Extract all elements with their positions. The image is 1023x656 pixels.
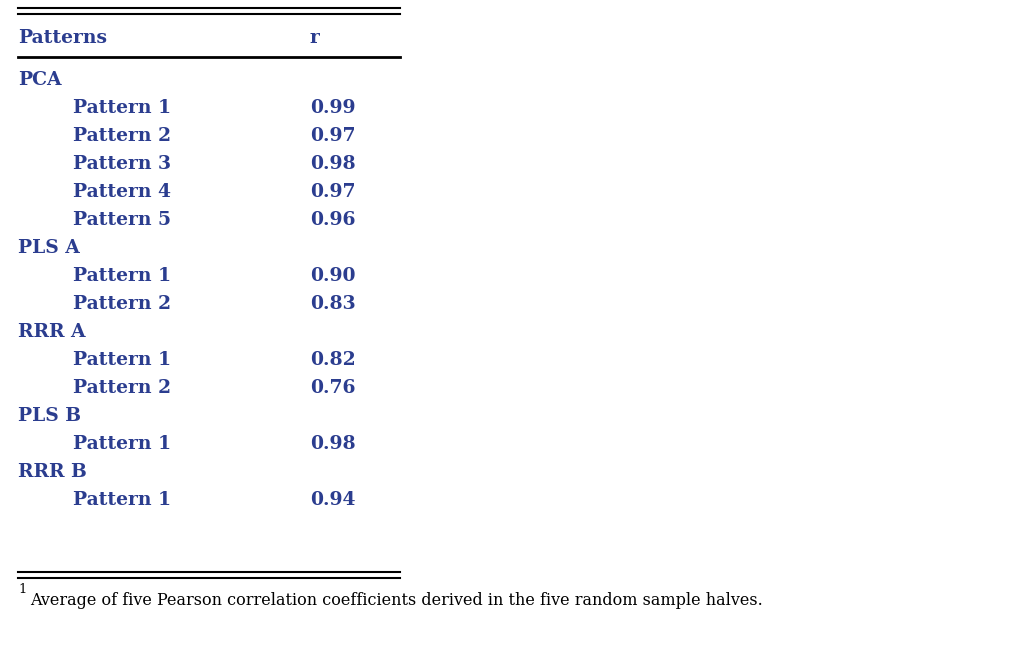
- Text: PLS A: PLS A: [18, 239, 80, 257]
- Text: 1: 1: [18, 583, 27, 596]
- Text: 0.82: 0.82: [310, 351, 356, 369]
- Text: Pattern 1: Pattern 1: [73, 351, 171, 369]
- Text: Pattern 5: Pattern 5: [73, 211, 171, 229]
- Text: r: r: [310, 29, 320, 47]
- Text: 0.94: 0.94: [310, 491, 356, 509]
- Text: 0.99: 0.99: [310, 99, 356, 117]
- Text: Patterns: Patterns: [18, 29, 107, 47]
- Text: 0.96: 0.96: [310, 211, 356, 229]
- Text: Pattern 2: Pattern 2: [73, 127, 171, 145]
- Text: 0.76: 0.76: [310, 379, 356, 397]
- Text: 0.98: 0.98: [310, 435, 356, 453]
- Text: 0.97: 0.97: [310, 183, 356, 201]
- Text: Pattern 1: Pattern 1: [73, 99, 171, 117]
- Text: Pattern 1: Pattern 1: [73, 491, 171, 509]
- Text: Average of five Pearson correlation coefficients derived in the five random samp: Average of five Pearson correlation coef…: [30, 592, 763, 609]
- Text: Pattern 2: Pattern 2: [73, 379, 171, 397]
- Text: RRR B: RRR B: [18, 463, 87, 481]
- Text: PLS B: PLS B: [18, 407, 81, 425]
- Text: 0.83: 0.83: [310, 295, 356, 313]
- Text: Pattern 2: Pattern 2: [73, 295, 171, 313]
- Text: 0.98: 0.98: [310, 155, 356, 173]
- Text: PCA: PCA: [18, 71, 61, 89]
- Text: 0.97: 0.97: [310, 127, 356, 145]
- Text: Pattern 4: Pattern 4: [73, 183, 171, 201]
- Text: RRR A: RRR A: [18, 323, 86, 341]
- Text: Pattern 1: Pattern 1: [73, 435, 171, 453]
- Text: Pattern 1: Pattern 1: [73, 267, 171, 285]
- Text: Pattern 3: Pattern 3: [73, 155, 171, 173]
- Text: 0.90: 0.90: [310, 267, 356, 285]
